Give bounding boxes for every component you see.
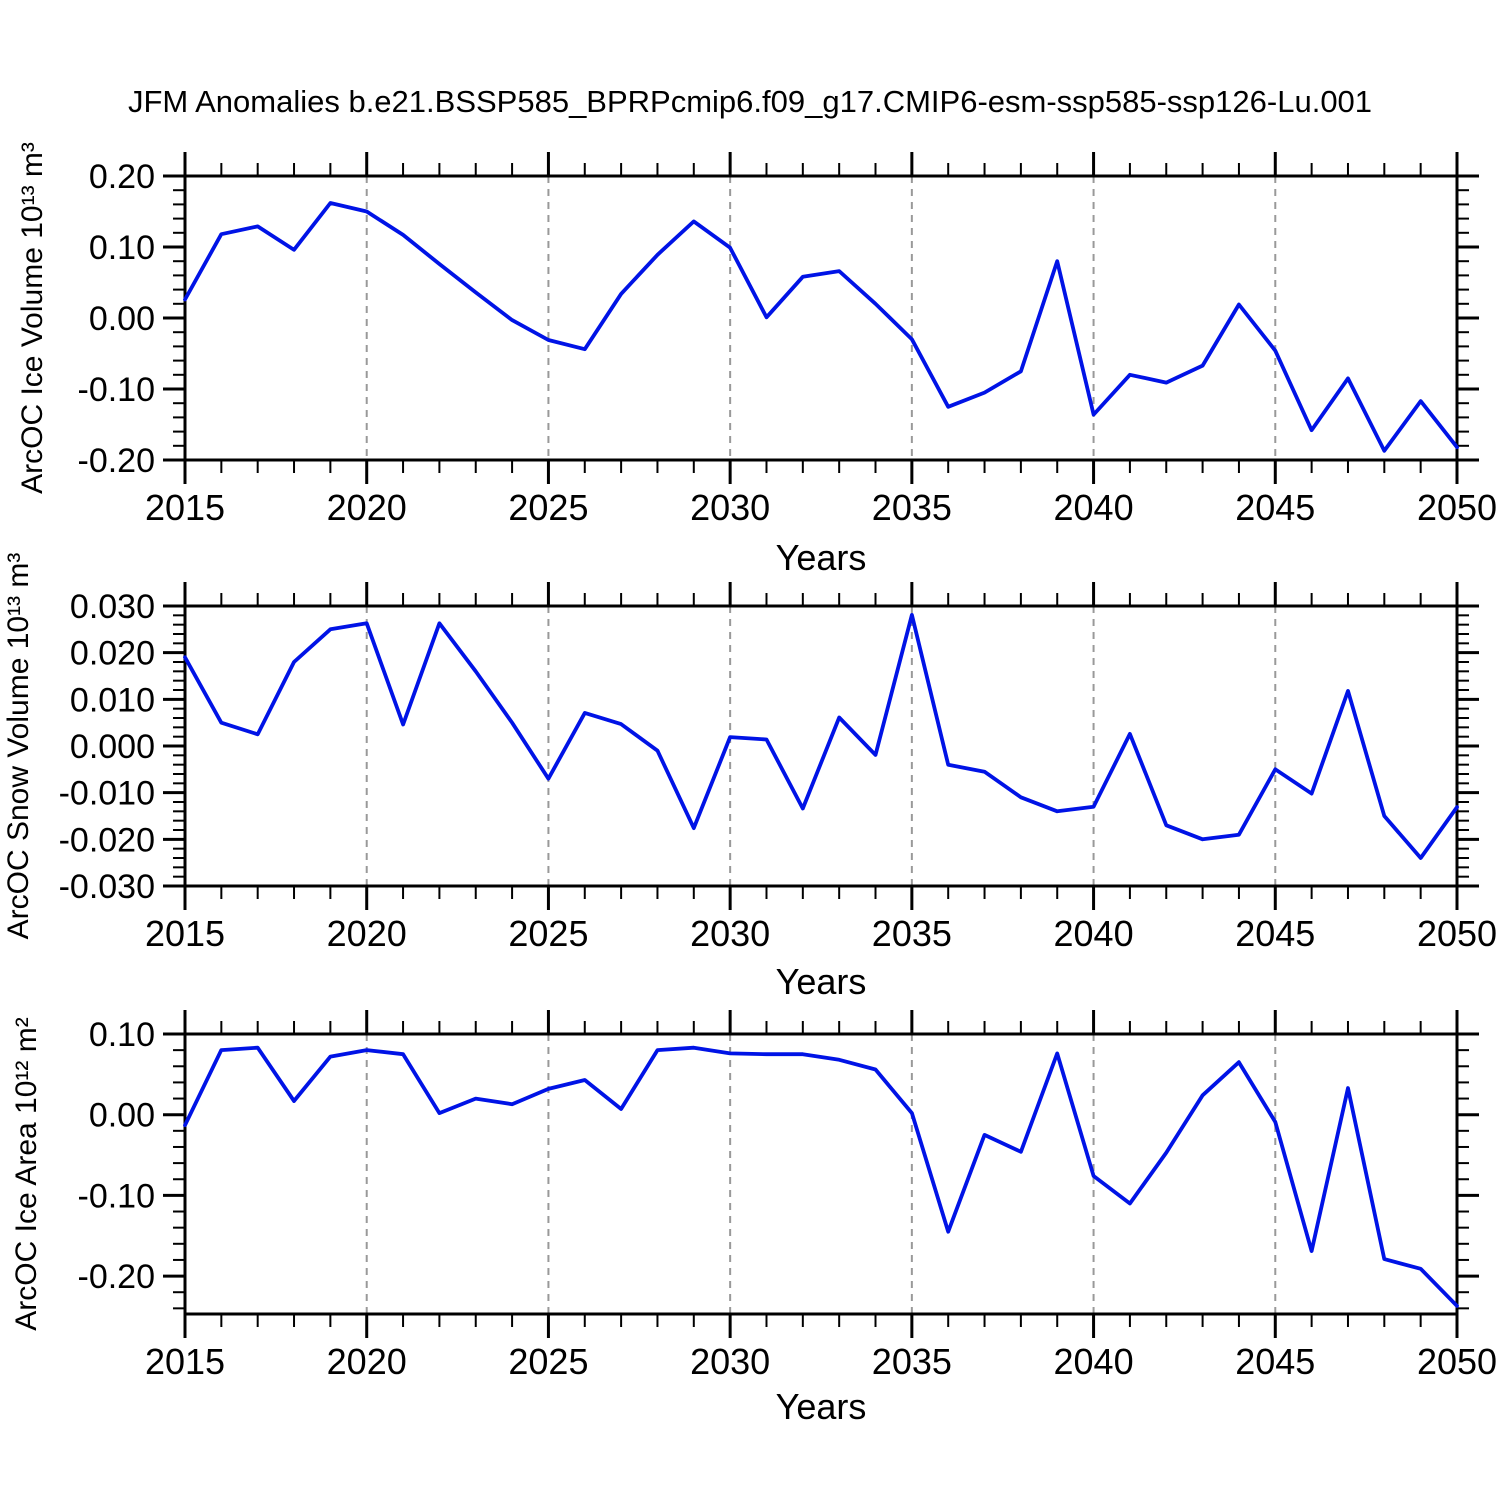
x-axis-label-panel-3: Years xyxy=(776,1386,867,1427)
y-tick-label: -0.10 xyxy=(78,1177,156,1215)
x-tick-label-2040: 2040 xyxy=(1054,1341,1134,1382)
y-tick-label: 0.10 xyxy=(89,229,155,267)
chart-panels: 2015 2020 2025 2030 2035 2040 2045 2050 0.20 0.10… xyxy=(59,152,1497,1382)
x-tick-label-2035: 2035 xyxy=(872,913,952,954)
x-tick-label-2050: 2050 xyxy=(1417,487,1497,528)
y-tick-label: 0.00 xyxy=(89,300,155,338)
x-tick-label-2015: 2015 xyxy=(145,913,225,954)
chart-title: JFM Anomalies b.e21.BSSP585_BPRPcmip6.f0… xyxy=(128,84,1372,119)
y-tick-label: 0.000 xyxy=(70,728,155,766)
x-tick-label-2050: 2050 xyxy=(1417,913,1497,954)
x-tick-label-2025: 2025 xyxy=(508,913,588,954)
x-tick-label-2040: 2040 xyxy=(1054,487,1134,528)
y-tick-label: 0.10 xyxy=(89,1016,155,1054)
y-tick-label: -0.010 xyxy=(59,775,155,813)
y-tick-label: -0.20 xyxy=(78,1258,156,1296)
y-tick-label: 0.020 xyxy=(70,635,155,673)
x-tick-label-2040: 2040 xyxy=(1054,913,1134,954)
y-tick-label: 0.00 xyxy=(89,1097,155,1135)
x-tick-label-2020: 2020 xyxy=(327,487,407,528)
x-tick-label-2045: 2045 xyxy=(1235,1341,1315,1382)
x-tick-label-2015: 2015 xyxy=(145,487,225,528)
x-tick-label-2025: 2025 xyxy=(508,487,588,528)
x-axis-label-panel-1: Years xyxy=(776,537,867,578)
x-tick-label-2030: 2030 xyxy=(690,1341,770,1382)
data-line-ice-area xyxy=(183,1045,1459,1308)
x-tick-label-2025: 2025 xyxy=(508,1341,588,1382)
y-tick-label: -0.030 xyxy=(59,868,155,906)
data-line-ice-volume xyxy=(183,201,1459,453)
x-tick-label-2050: 2050 xyxy=(1417,1341,1497,1382)
y-tick-label: -0.020 xyxy=(59,821,155,859)
x-tick-label-2020: 2020 xyxy=(327,1341,407,1382)
y-tick-label: -0.10 xyxy=(78,371,156,409)
x-axis-label-panel-2: Years xyxy=(776,961,867,1002)
panel-frame-3 xyxy=(183,1032,1459,1316)
y-tick-label: 0.030 xyxy=(70,588,155,626)
y-tick-label: 0.20 xyxy=(89,158,155,196)
y-axis-label-snow-volume: ArcOC Snow Volume 10¹³ m³ xyxy=(2,553,35,940)
x-tick-label-2035: 2035 xyxy=(872,487,952,528)
y-tick-label: 0.010 xyxy=(70,681,155,719)
x-tick-label-2045: 2045 xyxy=(1235,487,1315,528)
y-tick-label: -0.20 xyxy=(78,442,156,480)
x-tick-label-2035: 2035 xyxy=(872,1341,952,1382)
x-tick-label-2030: 2030 xyxy=(690,913,770,954)
data-line-snow-volume xyxy=(183,613,1459,860)
x-tick-label-2015: 2015 xyxy=(145,1341,225,1382)
x-tick-label-2020: 2020 xyxy=(327,913,407,954)
y-axis-label-ice-area: ArcOC Ice Area 10¹² m² xyxy=(10,1017,43,1330)
y-axis-label-ice-volume: ArcOC Ice Volume 10¹³ m³ xyxy=(16,142,49,494)
x-tick-label-2045: 2045 xyxy=(1235,913,1315,954)
x-tick-label-2030: 2030 xyxy=(690,487,770,528)
